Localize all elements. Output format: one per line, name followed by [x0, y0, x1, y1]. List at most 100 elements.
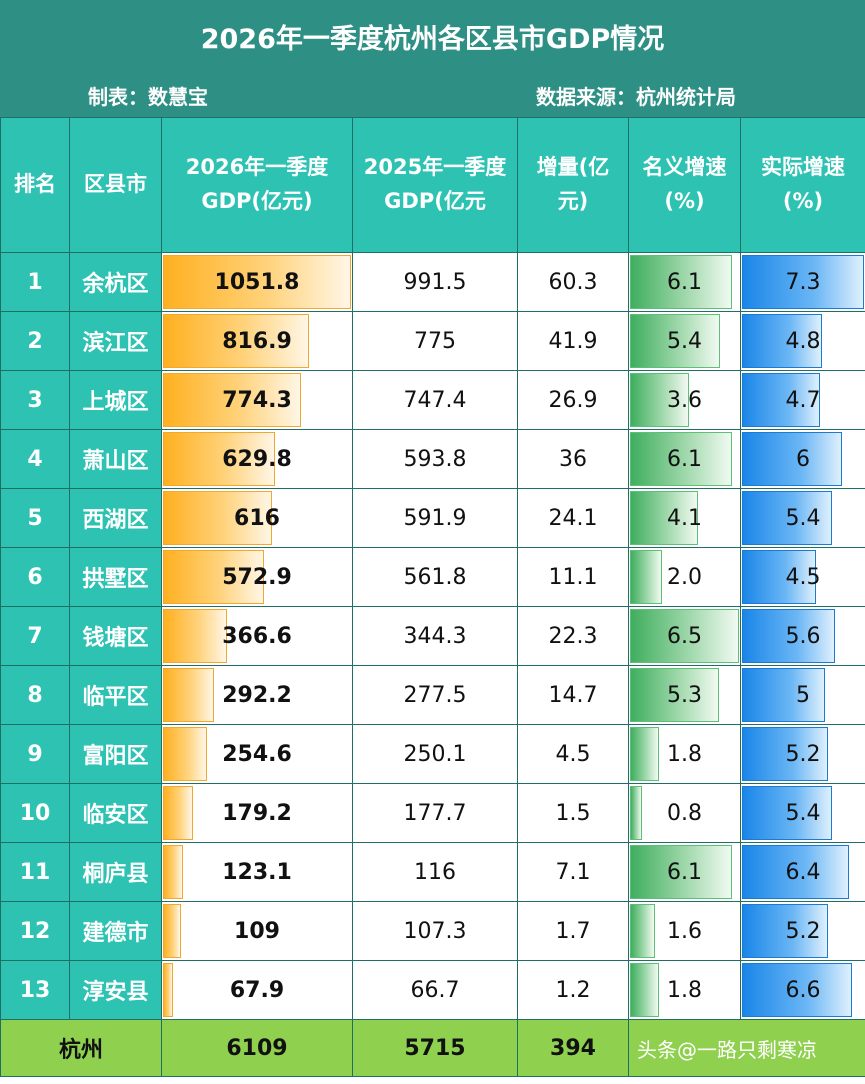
gdp2026-cell: 616: [161, 488, 353, 548]
nominal-cell: 6.1: [628, 429, 741, 489]
header-nominal-line2: (%): [664, 189, 705, 213]
nominal-cell-bar: [630, 963, 659, 1017]
real-cell-value: 6.4: [785, 859, 821, 885]
nominal-cell-bar: [630, 491, 699, 545]
district-cell: 富阳区: [69, 724, 162, 784]
gdp2025-cell: 250.1: [352, 724, 518, 784]
header-gdp2026-line2: GDP(亿元): [201, 189, 313, 213]
page-title: 2026年一季度杭州各区县市GDP情况: [0, 0, 865, 72]
nominal-cell-bar: [630, 845, 733, 899]
nominal-cell-bar: [630, 314, 721, 368]
real-cell-bar: [742, 432, 842, 486]
nominal-cell-value: 1.8: [667, 741, 702, 767]
total-gdp2025: 5715: [352, 1019, 518, 1077]
gdp2026-cell-value: 572.9: [222, 564, 292, 590]
nominal-cell-value: 3.6: [667, 387, 702, 413]
nominal-cell: 1.8: [628, 724, 741, 784]
real-cell-value: 4.5: [785, 564, 821, 590]
district-cell: 临安区: [69, 783, 162, 843]
gdp2026-cell-value: 629.8: [222, 446, 292, 472]
real-cell: 4.8: [740, 311, 865, 371]
nominal-cell-bar: [630, 550, 663, 604]
real-cell-bar: [742, 845, 849, 899]
real-cell: 5.2: [740, 724, 865, 784]
district-cell: 滨江区: [69, 311, 162, 371]
gdp2026-cell-bar: [163, 845, 184, 899]
table-row: 1 余杭区 1051.8 991.5 60.3 6.1 7.3: [0, 252, 865, 312]
table-row: 4 萧山区 629.8 593.8 36 6.1 6: [0, 429, 865, 489]
district-cell: 桐庐县: [69, 842, 162, 902]
nominal-cell: 0.8: [628, 783, 741, 843]
real-cell-bar: [742, 904, 829, 958]
gdp2026-cell: 629.8: [161, 429, 353, 489]
gdp2025-cell: 107.3: [352, 901, 518, 961]
nominal-cell-bar: [630, 609, 739, 663]
district-cell: 萧山区: [69, 429, 162, 489]
header-increase: 增量(亿 元): [517, 117, 629, 253]
nominal-cell: 1.8: [628, 960, 741, 1020]
gdp2026-cell-bar: [163, 314, 309, 368]
gdp2026-cell: 123.1: [161, 842, 353, 902]
table-row: 2 滨江区 816.9 775 41.9 5.4 4.8: [0, 311, 865, 371]
gdp2026-cell: 1051.8: [161, 252, 353, 312]
increase-cell: 14.7: [517, 665, 629, 725]
real-cell: 6.6: [740, 960, 865, 1020]
nominal-cell-value: 1.8: [667, 977, 702, 1003]
real-cell-value: 5.6: [785, 623, 821, 649]
table-body: 1 余杭区 1051.8 991.5 60.3 6.1 7.3 2 滨江区 816.9 775 41.…: [0, 252, 865, 1020]
district-cell: 淳安县: [69, 960, 162, 1020]
rank-cell: 13: [0, 960, 70, 1020]
nominal-cell-value: 5.4: [667, 328, 702, 354]
rank-cell: 7: [0, 606, 70, 666]
increase-cell: 1.7: [517, 901, 629, 961]
gdp2025-cell: 991.5: [352, 252, 518, 312]
header-gdp2025-line1: 2025年一季度: [363, 155, 507, 180]
gdp2026-cell-value: 179.2: [222, 800, 292, 826]
gdp2026-cell-value: 366.6: [222, 623, 292, 649]
table-row: 8 临平区 292.2 277.5 14.7 5.3 5: [0, 665, 865, 725]
increase-cell: 24.1: [517, 488, 629, 548]
header-nominal-line1: 名义增速: [642, 155, 727, 180]
real-cell-value: 5.4: [785, 800, 821, 826]
rank-cell: 3: [0, 370, 70, 430]
rank-cell: 11: [0, 842, 70, 902]
real-cell-value: 4.8: [785, 328, 821, 354]
real-cell-value: 5.2: [785, 741, 821, 767]
real-cell-bar: [742, 314, 822, 368]
increase-cell: 60.3: [517, 252, 629, 312]
district-cell: 建德市: [69, 901, 162, 961]
nominal-cell: 2.0: [628, 547, 741, 607]
table-row: 10 临安区 179.2 177.7 1.5 0.8 5.4: [0, 783, 865, 843]
gdp2026-cell-value: 123.1: [222, 859, 292, 885]
gdp2026-cell: 774.3: [161, 370, 353, 430]
gdp2025-cell: 561.8: [352, 547, 518, 607]
maker-label: 制表：数慧宝: [88, 85, 208, 109]
increase-cell: 7.1: [517, 842, 629, 902]
nominal-cell: 6.1: [628, 252, 741, 312]
table-row: 3 上城区 774.3 747.4 26.9 3.6 4.7: [0, 370, 865, 430]
rank-cell: 6: [0, 547, 70, 607]
gdp2026-cell-bar: [163, 727, 207, 781]
header-gdp2026: 2026年一季度 GDP(亿元): [161, 117, 353, 253]
header-increase-line2: 元): [557, 189, 589, 213]
real-cell: 5.4: [740, 488, 865, 548]
gdp2025-cell: 277.5: [352, 665, 518, 725]
real-cell: 6.4: [740, 842, 865, 902]
gdp2025-cell: 593.8: [352, 429, 518, 489]
real-cell: 4.7: [740, 370, 865, 430]
gdp2026-cell: 67.9: [161, 960, 353, 1020]
real-cell-value: 5: [796, 682, 810, 708]
district-cell: 余杭区: [69, 252, 162, 312]
real-cell: 5.2: [740, 901, 865, 961]
nominal-cell: 6.1: [628, 842, 741, 902]
rank-cell: 5: [0, 488, 70, 548]
real-cell-value: 7.3: [785, 269, 821, 295]
real-cell-bar: [742, 727, 829, 781]
header-rank: 排名: [0, 117, 70, 253]
header-gdp2025-line2: GDP(亿元: [384, 189, 486, 213]
rank-cell: 8: [0, 665, 70, 725]
gdp2026-cell: 292.2: [161, 665, 353, 725]
gdp2026-cell: 816.9: [161, 311, 353, 371]
gdp2026-cell-bar: [163, 550, 265, 604]
